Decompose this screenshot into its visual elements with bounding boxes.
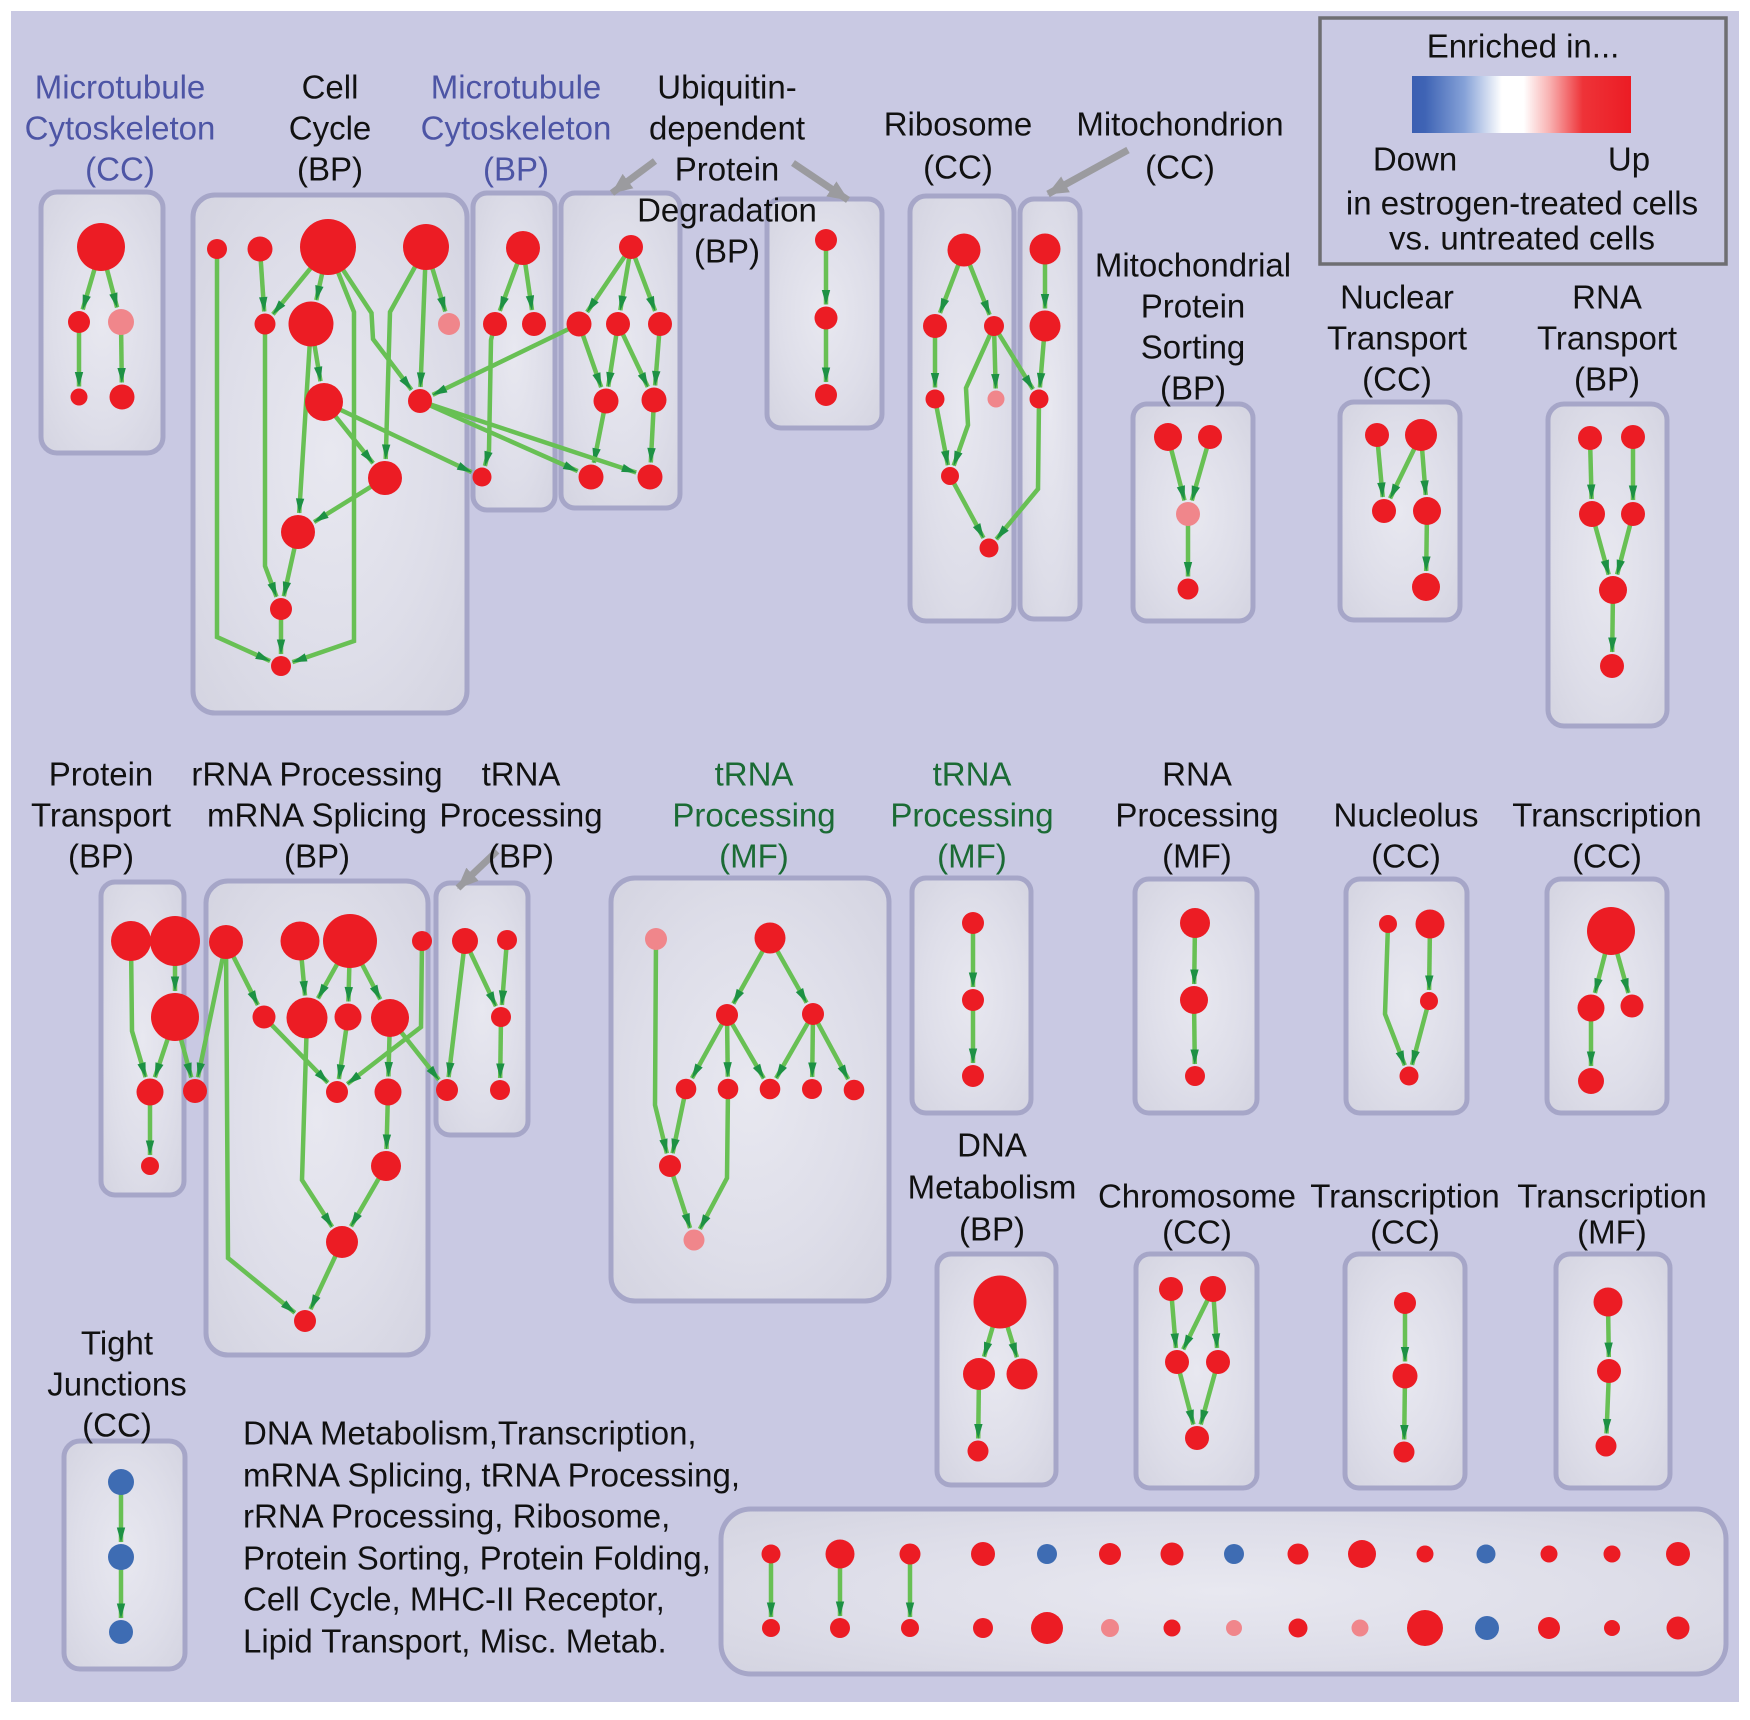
svg-text:Metabolism: Metabolism — [908, 1169, 1077, 1206]
svg-text:mRNA Splicing: mRNA Splicing — [207, 797, 427, 834]
svg-text:(MF): (MF) — [1162, 838, 1232, 875]
svg-text:Microtubule: Microtubule — [431, 69, 602, 106]
svg-text:(CC): (CC) — [82, 1407, 152, 1444]
svg-text:(CC): (CC) — [1362, 361, 1432, 398]
svg-text:Ribosome: Ribosome — [884, 106, 1033, 143]
svg-text:DNA Metabolism,Transcription,: DNA Metabolism,Transcription, — [243, 1415, 697, 1452]
svg-text:tRNA: tRNA — [933, 756, 1012, 793]
svg-text:Protein: Protein — [49, 756, 154, 793]
svg-text:Mitochondrion: Mitochondrion — [1076, 106, 1283, 143]
svg-text:in estrogen-treated cells: in estrogen-treated cells — [1346, 185, 1698, 222]
svg-text:(BP): (BP) — [297, 151, 363, 188]
svg-text:(CC): (CC) — [923, 149, 993, 186]
svg-text:Transport: Transport — [1327, 320, 1467, 357]
svg-text:(CC): (CC) — [85, 151, 155, 188]
svg-text:rRNA Processing, Ribosome,: rRNA Processing, Ribosome, — [243, 1498, 670, 1535]
svg-text:Processing: Processing — [890, 797, 1053, 834]
svg-text:tRNA: tRNA — [482, 756, 561, 793]
svg-text:(BP): (BP) — [488, 838, 554, 875]
svg-text:Processing: Processing — [1115, 797, 1278, 834]
svg-text:Transcription: Transcription — [1512, 797, 1702, 834]
svg-text:Transcription: Transcription — [1517, 1178, 1707, 1215]
svg-text:Enriched in...: Enriched in... — [1427, 28, 1620, 65]
svg-text:Up: Up — [1608, 141, 1650, 178]
svg-text:(MF): (MF) — [1577, 1214, 1647, 1251]
svg-text:Cell Cycle, MHC-II Receptor,: Cell Cycle, MHC-II Receptor, — [243, 1581, 665, 1618]
svg-text:(CC): (CC) — [1370, 1214, 1440, 1251]
svg-text:Protein: Protein — [675, 151, 780, 188]
svg-text:RNA: RNA — [1162, 756, 1232, 793]
svg-text:(BP): (BP) — [1574, 361, 1640, 398]
svg-text:Cytoskeleton: Cytoskeleton — [25, 110, 216, 147]
svg-text:Microtubule: Microtubule — [35, 69, 206, 106]
svg-text:(CC): (CC) — [1371, 838, 1441, 875]
svg-text:Nucleolus: Nucleolus — [1334, 797, 1479, 834]
svg-text:(BP): (BP) — [284, 838, 350, 875]
svg-text:(MF): (MF) — [937, 838, 1007, 875]
svg-text:(MF): (MF) — [719, 838, 789, 875]
svg-text:(BP): (BP) — [68, 838, 134, 875]
svg-text:tRNA: tRNA — [715, 756, 794, 793]
svg-text:(BP): (BP) — [694, 233, 760, 270]
svg-text:(BP): (BP) — [1160, 370, 1226, 407]
svg-text:vs. untreated cells: vs. untreated cells — [1389, 220, 1655, 257]
svg-text:(CC): (CC) — [1145, 149, 1215, 186]
svg-text:(BP): (BP) — [483, 151, 549, 188]
svg-text:Mitochondrial: Mitochondrial — [1095, 247, 1291, 284]
svg-text:(CC): (CC) — [1162, 1214, 1232, 1251]
svg-text:Ubiquitin-: Ubiquitin- — [657, 69, 796, 106]
svg-text:Junctions: Junctions — [47, 1366, 186, 1403]
svg-text:DNA: DNA — [957, 1127, 1027, 1164]
svg-text:Protein Sorting, Protein Foldi: Protein Sorting, Protein Folding, — [243, 1540, 711, 1577]
svg-text:Cycle: Cycle — [289, 110, 372, 147]
svg-text:Cell: Cell — [302, 69, 359, 106]
svg-text:Tight: Tight — [81, 1325, 153, 1362]
svg-text:Processing: Processing — [439, 797, 602, 834]
svg-text:(BP): (BP) — [959, 1211, 1025, 1248]
svg-text:Transport: Transport — [1537, 320, 1677, 357]
svg-text:Lipid Transport, Misc. Metab.: Lipid Transport, Misc. Metab. — [243, 1623, 667, 1660]
svg-text:RNA: RNA — [1572, 279, 1642, 316]
svg-text:Down: Down — [1373, 141, 1457, 178]
svg-text:(CC): (CC) — [1572, 838, 1642, 875]
svg-text:mRNA Splicing, tRNA Processing: mRNA Splicing, tRNA Processing, — [243, 1457, 740, 1494]
svg-text:Protein: Protein — [1141, 288, 1246, 325]
svg-text:Transcription: Transcription — [1310, 1178, 1500, 1215]
svg-text:Cytoskeleton: Cytoskeleton — [421, 110, 612, 147]
svg-text:Nuclear: Nuclear — [1340, 279, 1454, 316]
svg-text:Degradation: Degradation — [637, 192, 817, 229]
svg-text:Transport: Transport — [31, 797, 171, 834]
svg-text:Sorting: Sorting — [1141, 329, 1246, 366]
svg-text:rRNA Processing: rRNA Processing — [191, 756, 442, 793]
svg-text:Chromosome: Chromosome — [1098, 1178, 1296, 1215]
svg-text:dependent: dependent — [649, 110, 805, 147]
svg-text:Processing: Processing — [672, 797, 835, 834]
